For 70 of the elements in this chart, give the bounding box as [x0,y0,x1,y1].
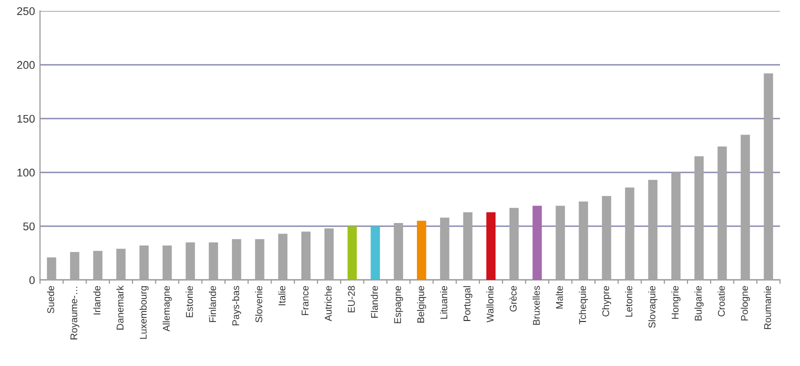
bar [602,196,612,280]
bar [509,208,519,280]
bar [578,201,588,280]
x-tick-label: Portugal [463,286,472,321]
x-tick-label: Irlande [93,286,100,314]
bar [255,239,264,280]
bar [625,187,634,280]
bar [46,257,56,280]
x-tick-label: Luxembourg [140,286,149,339]
bar [301,232,311,280]
bar [416,220,426,280]
x-tick-label: Finlande [208,286,216,322]
y-tick-label: 200 [17,61,35,69]
x-tick-label: Tchequie [578,286,588,324]
x-tick-label: Slovaquie [648,286,658,328]
x-tick-label: Estonie [186,286,193,318]
bar [93,250,102,280]
bar [116,248,126,280]
bar [186,242,195,280]
bar [70,252,80,280]
x-tick-label: Autriche [324,286,332,322]
bar [486,212,496,280]
x-tick-label: Hongrie [671,286,680,319]
y-tick-label: 150 [17,114,35,123]
y-tick-label: 250 [17,7,35,16]
bar [764,73,774,280]
x-tick-label: Belgique [417,286,426,323]
x-tick-label: France [302,286,309,316]
bar [440,218,450,280]
x-tick-label: Pologne [740,286,750,320]
x-tick-label: Italie [278,286,286,306]
x-tick-label: Espagne [394,286,403,324]
y-tick-label: 50 [23,222,35,230]
x-tick-label: Allemagne [162,286,172,332]
bar [648,180,658,280]
x-tick-label: EU-28 [348,286,355,312]
x-tick-label: Slovenie [255,286,262,322]
y-tick-label: 100 [17,168,35,177]
y-tick-label: 0 [29,276,35,284]
bar [394,222,404,280]
x-tick-label: Suede [47,286,54,314]
x-tick-label: Bruxelles [532,286,540,325]
x-tick-label: Chypre [602,286,612,316]
x-tick-label: Pays-bas [232,286,242,326]
bar [162,246,172,280]
bar [694,156,704,280]
x-tick-label: Wallonie [486,286,494,322]
bar [718,146,727,280]
bar [232,239,242,280]
bar [324,228,334,280]
bar [139,246,149,280]
bar [370,226,380,280]
x-tick-label: Lituanie [440,286,448,319]
bar [556,206,565,280]
x-tick-label: Danemark [116,286,124,330]
x-tick-label: Roumanie [764,286,772,330]
x-tick-label: Royaume-… [70,286,80,340]
bar [348,226,357,280]
bar [671,172,681,280]
bar [208,242,218,280]
bar [740,134,750,280]
bar [532,206,542,280]
bar [278,234,288,280]
x-tick-label: Croatie [718,286,725,316]
bar [463,212,472,280]
x-tick-label: Grèce [509,286,517,312]
x-tick-label: Malte [556,286,563,309]
x-tick-label: Bulgarie [694,286,704,320]
x-tick-label: Letonie [625,286,632,317]
x-tick-label: Flandre [370,286,378,318]
